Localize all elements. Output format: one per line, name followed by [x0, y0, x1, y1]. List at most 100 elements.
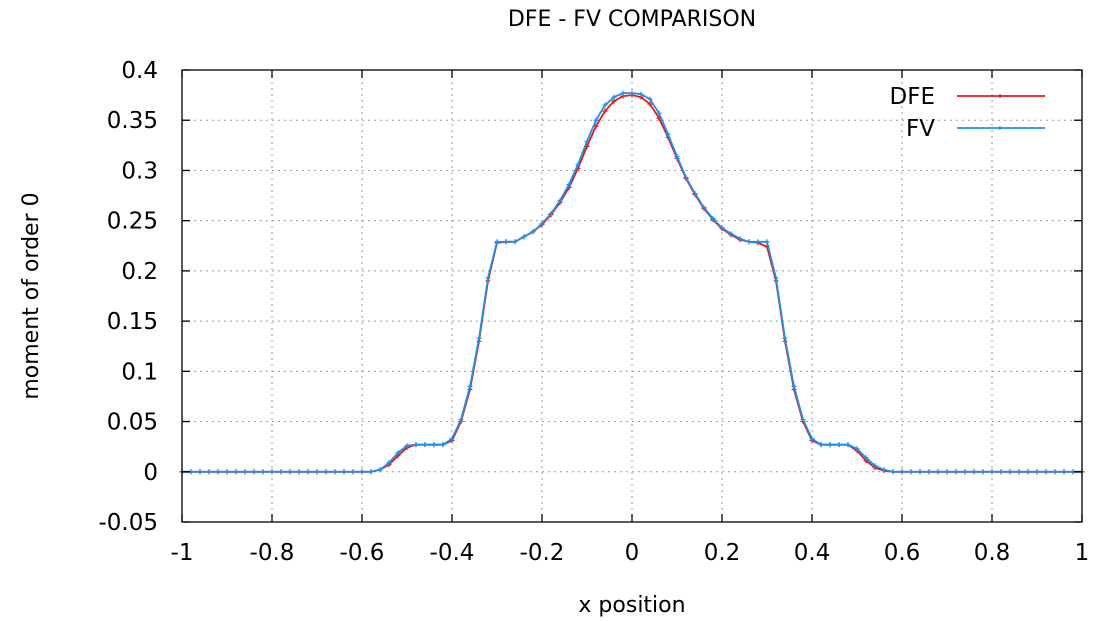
y-tick-label: 0.4: [121, 58, 158, 84]
data-point-fv: [467, 383, 473, 389]
data-point-fv: [764, 239, 770, 245]
data-point-fv: [953, 469, 959, 475]
y-tick-label: 0.15: [107, 309, 158, 335]
data-point-fv: [728, 231, 734, 237]
data-point-fv: [710, 216, 716, 222]
data-point-fv: [971, 469, 977, 475]
y-axis-label: moment of order 0: [19, 192, 44, 399]
data-point-fv: [1043, 469, 1049, 475]
data-point-fv: [431, 442, 437, 448]
data-point-fv: [413, 442, 419, 448]
grid: [182, 70, 1082, 522]
data-point-fv: [341, 469, 347, 475]
data-point-fv: [476, 335, 482, 341]
data-point-fv: [449, 436, 455, 442]
data-point-fv: [719, 225, 725, 231]
data-point-fv: [836, 442, 842, 448]
data-point-fv: [269, 469, 275, 475]
y-tick-label: 0: [143, 460, 158, 486]
legend: DFE FV: [890, 84, 1045, 142]
data-point-fv: [935, 469, 941, 475]
data-point-fv: [629, 90, 635, 96]
data-point-fv: [980, 469, 986, 475]
data-point-fv: [584, 138, 590, 144]
data-point-fv: [503, 239, 509, 245]
chart-title: DFE - FV COMPARISON: [508, 7, 756, 32]
data-point-fv: [323, 469, 329, 475]
data-point-fv: [305, 469, 311, 475]
data-point-fv: [377, 467, 383, 473]
data-point-fv: [791, 383, 797, 389]
y-tick-label: 0.25: [107, 209, 158, 235]
data-point-fv: [737, 236, 743, 242]
data-point-fv: [665, 131, 671, 137]
data-point-fv: [251, 469, 257, 475]
data-point-fv: [638, 91, 644, 97]
data-point-fv: [818, 442, 824, 448]
y-tick-label: 0.2: [121, 259, 158, 285]
x-tick-label: -0.6: [340, 540, 385, 566]
data-point-fv: [260, 469, 266, 475]
data-point-dfe: [647, 101, 653, 107]
data-point-fv: [332, 469, 338, 475]
data-point-fv: [395, 450, 401, 456]
data-point-fv: [224, 469, 230, 475]
data-point-fv: [773, 275, 779, 281]
data-point-fv: [908, 469, 914, 475]
data-point-fv: [656, 110, 662, 116]
x-tick-label: 0.2: [704, 540, 741, 566]
data-point-fv: [494, 239, 500, 245]
data-point-fv: [368, 469, 374, 475]
data-point-fv: [674, 153, 680, 159]
data-point-fv: [782, 335, 788, 341]
y-tick-label: 0.1: [121, 359, 158, 385]
data-point-fv: [899, 469, 905, 475]
data-point-fv: [278, 469, 284, 475]
x-tick-label: -0.2: [520, 540, 565, 566]
x-tick-label: 0.6: [884, 540, 921, 566]
data-point-fv: [1007, 469, 1013, 475]
data-point-fv: [809, 436, 815, 442]
data-point-fv: [197, 469, 203, 475]
data-point-fv: [242, 469, 248, 475]
data-point-fv: [539, 221, 545, 227]
legend-marker-fv: [998, 126, 1002, 130]
data-point-fv: [854, 446, 860, 452]
data-point-fv: [458, 417, 464, 423]
data-point-fv: [692, 191, 698, 197]
legend-label-fv: FV: [906, 116, 935, 142]
x-axis-label: x position: [578, 593, 685, 618]
data-point-fv: [755, 239, 761, 245]
data-point-dfe: [602, 108, 608, 114]
data-point-fv: [926, 469, 932, 475]
data-point-fv: [1016, 469, 1022, 475]
data-point-fv: [701, 205, 707, 211]
data-point-fv: [404, 443, 410, 449]
y-tick-label: 0.35: [107, 108, 158, 134]
data-point-fv: [746, 239, 752, 245]
data-point-fv: [1052, 469, 1058, 475]
data-point-fv: [800, 417, 806, 423]
y-tick-label: 0.3: [121, 158, 158, 184]
data-point-fv: [917, 469, 923, 475]
data-point-fv: [944, 469, 950, 475]
series-line-dfe: [182, 94, 1082, 473]
data-point-fv: [620, 90, 626, 96]
data-point-fv: [386, 460, 392, 466]
y-tick-label: 0.05: [107, 410, 158, 436]
data-point-fv: [287, 469, 293, 475]
data-point-fv: [314, 469, 320, 475]
data-point-fv: [512, 239, 518, 245]
data-point-fv: [206, 469, 212, 475]
legend-marker-dfe: [998, 94, 1002, 98]
data-point-fv: [683, 174, 689, 180]
x-tick-label: -0.4: [430, 540, 475, 566]
x-tick-label: 0.4: [794, 540, 831, 566]
data-point-fv: [890, 469, 896, 475]
y-tick-label: -0.05: [98, 510, 158, 536]
data-point-fv: [845, 442, 851, 448]
data-point-fv: [593, 117, 599, 123]
data-point-fv: [485, 275, 491, 281]
axis-ticks: -1 -0.8 -0.6 -0.4 -0.2 0 0.2 0.4 0.6 0.8 1 -0.05 0 0.…: [98, 58, 1089, 566]
